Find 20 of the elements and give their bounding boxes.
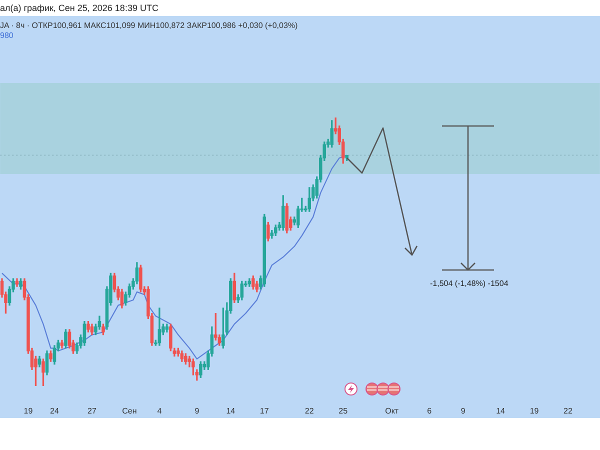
x-tick-label: 22: [304, 406, 314, 416]
x-tick-label: 6: [427, 406, 432, 416]
x-tick-label: 19: [24, 406, 34, 416]
x-tick-label: 14: [496, 406, 506, 416]
x-tick-label: 25: [338, 406, 348, 416]
x-tick-label: 9: [194, 406, 200, 416]
x-tick-label: 14: [226, 406, 236, 416]
x-tick-label: 17: [260, 406, 270, 416]
text: 980: [0, 31, 14, 40]
x-tick-label: 19: [530, 406, 540, 416]
x-tick-label: 27: [88, 406, 97, 416]
x-tick-label: Сен: [122, 406, 137, 416]
x-tick-label: 22: [564, 406, 574, 416]
chart-title: ал(а) график, Сен 25, 2026 18:39 UTC: [0, 3, 158, 13]
x-tick-label: 24: [50, 406, 60, 416]
x-tick-label: Окт: [385, 406, 399, 416]
x-tick-label: 4: [157, 406, 162, 416]
x-tick-label: 9: [460, 406, 466, 416]
annotation: -1,504 (-1,48%) -1504: [430, 279, 508, 288]
chart-subtitle: JA · 8ч · ОТКР100,961 МАКС101,099 МИН100,872 ЗАКР100,986 +0,030 (+0,03%): [0, 21, 298, 30]
